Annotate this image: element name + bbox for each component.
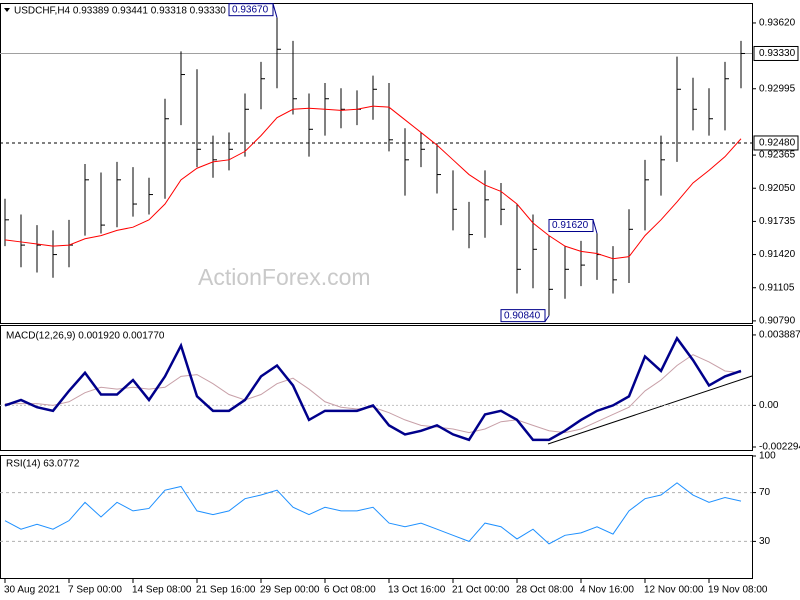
x-tick-label: 14 Sep 08:00 <box>132 585 192 596</box>
annotation-label: 0.91620 <box>552 220 589 231</box>
watermark: ActionForex.com <box>198 264 371 290</box>
macd-title: MACD(12,26,9) 0.001920 0.001770 <box>6 331 165 342</box>
annotation-label: 0.90840 <box>504 310 541 321</box>
annotation-leader <box>272 3 278 18</box>
x-tick-label: 13 Oct 16:00 <box>388 585 446 596</box>
price-panel <box>0 3 753 324</box>
y-tick-label: 0.91105 <box>759 282 795 293</box>
x-tick-label: 12 Nov 00:00 <box>644 585 704 596</box>
y-tick-label: 70 <box>759 487 771 498</box>
x-tick-label: 21 Oct 00:00 <box>452 585 510 596</box>
x-tick-label: 6 Oct 08:00 <box>324 585 376 596</box>
y-tick-label: 30 <box>759 536 771 547</box>
rsi-title: RSI(14) 63.0772 <box>6 459 80 470</box>
annotation-leader <box>592 219 598 234</box>
y-tick-label: 0.92365 <box>759 150 796 161</box>
y-tick-label: 0.91420 <box>759 249 796 260</box>
price-title: USDCHF,H4 0.93389 0.93441 0.93318 0.9333… <box>14 6 226 17</box>
trend-line <box>547 375 753 445</box>
y-tick-label: 0.92995 <box>759 83 796 94</box>
series-line <box>4 335 742 442</box>
series-line <box>4 482 742 545</box>
last-price-label: 0.93330 <box>759 48 796 59</box>
annotation-box <box>228 3 274 17</box>
x-tick-label: 4 Nov 16:00 <box>580 585 634 596</box>
x-tick-label: 7 Sep 00:00 <box>68 585 122 596</box>
x-tick-label: 28 Oct 08:00 <box>516 585 574 596</box>
rsi-panel <box>0 455 753 579</box>
y-tick-label: 0.00 <box>759 400 779 411</box>
macd-panel <box>0 325 753 451</box>
x-tick-label: 21 Sep 16:00 <box>196 585 256 596</box>
y-tick-label: 0.003887 <box>759 330 800 341</box>
y-tick-label: 0.93620 <box>759 18 796 29</box>
y-tick-label: 100 <box>759 451 776 462</box>
y-tick-label: -0.002294 <box>759 442 800 453</box>
y-tick-label: 0.91735 <box>759 216 796 227</box>
x-tick-label: 19 Nov 08:00 <box>708 585 768 596</box>
annotation-box <box>500 309 546 323</box>
last-price-box <box>753 45 799 61</box>
annotation-label: 0.93670 <box>232 4 269 15</box>
y-tick-label: 0.92050 <box>759 183 796 194</box>
menu-arrow <box>4 8 10 12</box>
level-label: 0.92480 <box>759 138 796 149</box>
level-label-box <box>753 135 799 151</box>
x-tick-label: 30 Aug 2021 <box>4 585 61 596</box>
x-tick-label: 29 Sep 00:00 <box>260 585 320 596</box>
y-tick-label: 0.90790 <box>759 316 796 327</box>
moving-average <box>4 105 742 260</box>
annotation-leader <box>544 315 550 322</box>
annotation-box <box>548 219 594 233</box>
